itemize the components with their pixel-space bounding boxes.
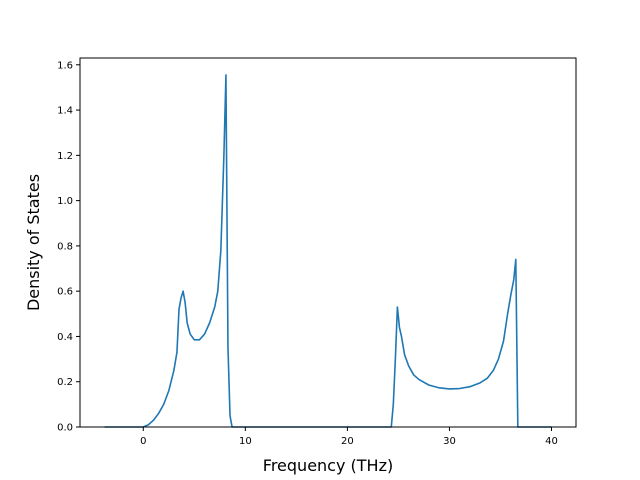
y-tick-label: 0.8 — [57, 241, 73, 252]
y-tick-label: 0.2 — [57, 377, 73, 388]
x-axis: 0 10 20 30 40 — [140, 427, 558, 447]
x-tick-label: 40 — [545, 436, 558, 447]
x-tick-label: 10 — [239, 436, 252, 447]
y-axis: 0.0 0.2 0.4 0.6 0.8 1.0 1.2 1.4 1.6 — [57, 60, 80, 434]
x-axis-label: Frequency (THz) — [263, 456, 393, 475]
y-tick-label: 0.6 — [57, 287, 73, 298]
x-tick-label: 20 — [341, 436, 354, 447]
x-tick-label: 0 — [140, 436, 146, 447]
y-tick-label: 1.0 — [57, 196, 73, 207]
plot-frame — [79, 57, 577, 428]
x-tick-label: 30 — [443, 436, 456, 447]
plot-area-background — [80, 58, 576, 427]
y-tick-label: 0.4 — [57, 332, 73, 343]
y-axis-label: Density of States — [24, 174, 43, 311]
y-tick-label: 1.2 — [57, 151, 73, 162]
y-tick-label: 0.0 — [57, 423, 73, 434]
y-tick-label: 1.6 — [57, 60, 73, 71]
y-tick-label: 1.4 — [57, 106, 73, 117]
